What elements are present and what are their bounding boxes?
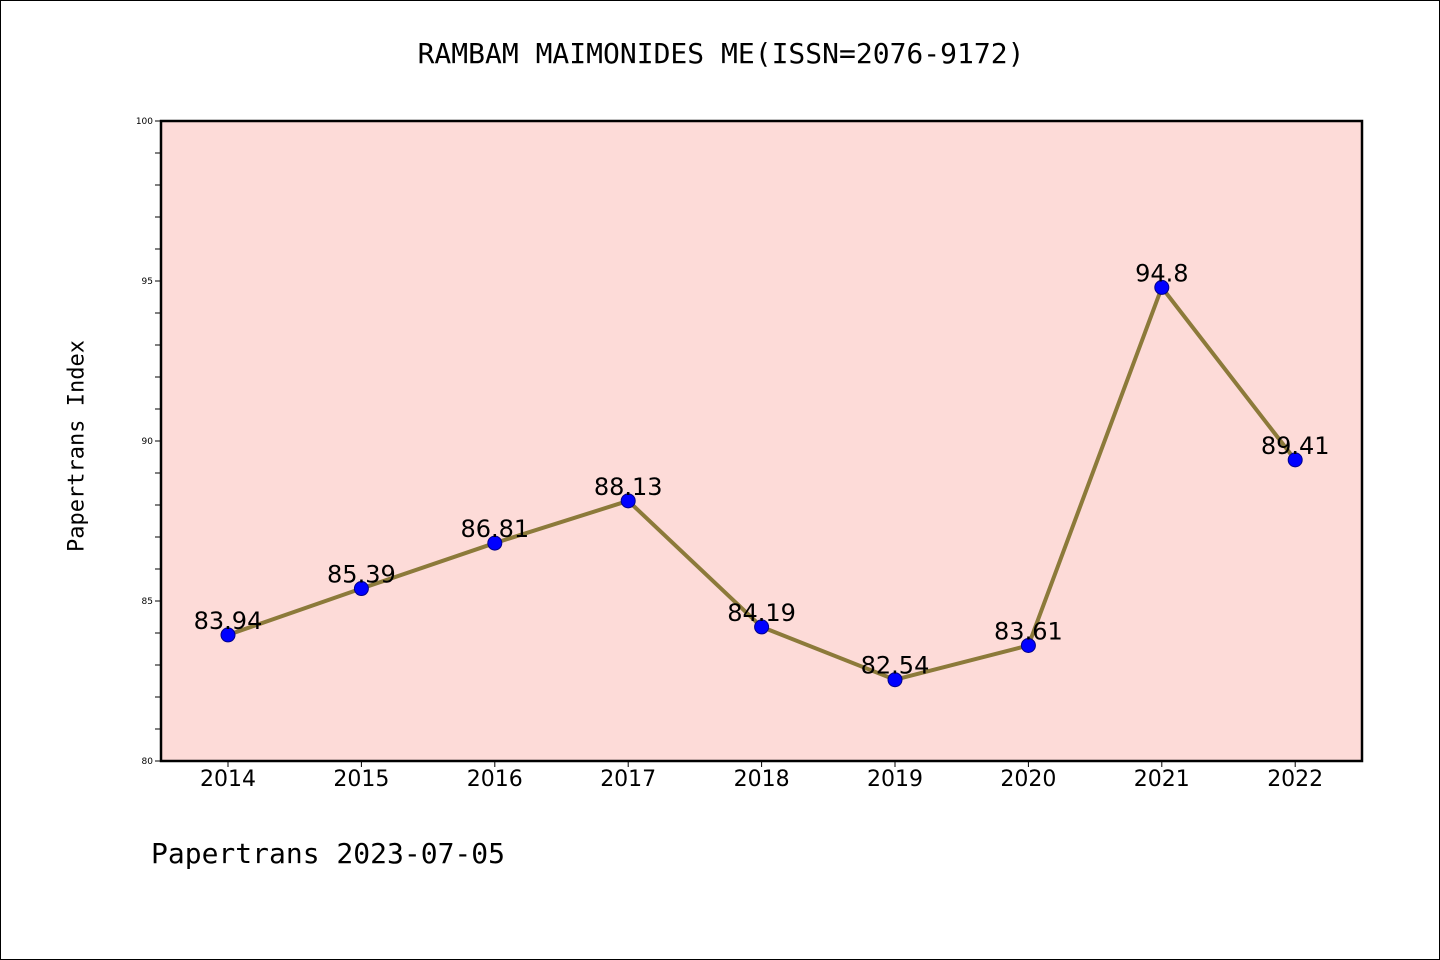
y-tick-label: 95 [142, 277, 153, 287]
y-tick-label: 85 [142, 597, 153, 607]
x-tick-label: 2022 [1267, 767, 1323, 792]
data-point [887, 672, 903, 688]
x-tick-label: 2021 [1134, 767, 1190, 792]
y-tick-label: 90 [142, 437, 154, 447]
x-tick-label: 2019 [867, 767, 923, 792]
y-tick-label: 100 [136, 117, 153, 127]
plot-background [161, 121, 1362, 761]
data-point [220, 627, 236, 643]
x-tick-label: 2014 [200, 767, 256, 792]
x-tick-label: 2017 [600, 767, 656, 792]
data-point [754, 619, 770, 635]
data-point [487, 535, 503, 551]
data-point [1154, 279, 1170, 295]
plot-frame [159, 119, 1364, 763]
data-label: 89.41 [1261, 432, 1330, 460]
chart-title: RAMBAM MAIMONIDES ME(ISSN=2076-9172) [417, 37, 1025, 70]
data-label: 83.94 [194, 607, 263, 635]
data-label: 86.81 [460, 515, 529, 543]
data-label: 88.13 [594, 473, 663, 501]
x-tick-label: 2020 [1000, 767, 1056, 792]
data-point [620, 493, 636, 509]
data-label: 83.61 [994, 617, 1063, 645]
data-label: 85.39 [327, 561, 396, 589]
data-label: 82.54 [861, 652, 930, 680]
x-tick-label: 2018 [734, 767, 790, 792]
data-label: 84.19 [727, 599, 796, 627]
data-label: 94.8 [1135, 259, 1188, 287]
data-point [1287, 452, 1303, 468]
data-point [1020, 637, 1036, 653]
x-tick-label: 2016 [467, 767, 523, 792]
footer-caption: Papertrans 2023-07-05 [151, 837, 506, 870]
data-point [353, 581, 369, 597]
x-tick-label: 2015 [333, 767, 389, 792]
y-tick-label: 80 [142, 757, 154, 767]
